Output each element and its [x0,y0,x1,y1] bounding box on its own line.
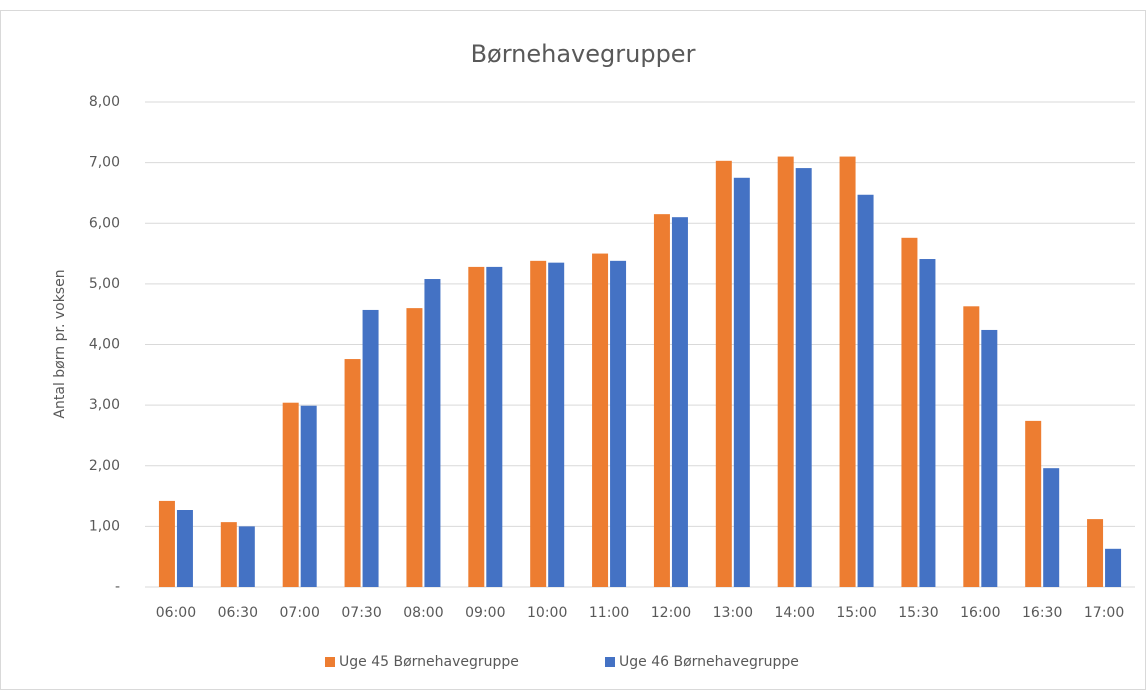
legend-label: Uge 45 Børnehavegruppe [339,654,519,670]
bar [715,160,732,587]
bar [963,306,980,587]
y-tick-label: 7,00 [89,155,120,171]
x-tick-label: 16:30 [1022,605,1062,621]
y-tick-label: 2,00 [89,458,120,474]
bar [362,309,379,587]
bar [424,279,441,587]
legend-swatch [605,657,615,667]
legend-swatch [325,657,335,667]
x-tick-label: 12:00 [651,605,691,621]
bar [857,194,874,587]
bar [1087,519,1104,587]
bar [919,259,936,587]
bar [901,237,918,588]
y-tick-label: 6,00 [89,215,120,231]
x-tick-label: 08:00 [403,605,443,621]
bar [592,253,609,587]
bar [671,217,688,587]
x-tick-label: 06:30 [218,605,258,621]
y-tick-label: - [115,579,120,595]
bar [468,266,485,587]
bar [839,156,856,587]
y-axis-label: Antal børn pr. voksen [52,269,68,418]
x-tick-label: 15:30 [898,605,938,621]
bar [1025,420,1042,587]
x-tick-label: 17:00 [1084,605,1124,621]
bar [981,329,998,587]
bar [795,168,812,588]
x-tick-label: 07:30 [341,605,381,621]
bar [530,260,547,587]
bar [238,526,255,587]
x-tick-label: 15:00 [836,605,876,621]
bar [1043,468,1060,587]
legend-label: Uge 46 Børnehavegruppe [619,654,799,670]
bar [548,262,565,587]
bar [777,156,794,587]
bar [220,522,237,587]
x-tick-label: 11:00 [589,605,629,621]
x-tick-label: 06:00 [156,605,196,621]
y-tick-label: 3,00 [89,397,120,413]
x-tick-label: 13:00 [713,605,753,621]
bar [653,214,670,587]
bar [282,402,299,587]
y-tick-label: 5,00 [89,276,120,292]
x-tick-label: 14:00 [775,605,815,621]
x-tick-label: 09:00 [465,605,505,621]
bar [610,260,627,587]
bar [158,500,175,587]
y-tick-label: 8,00 [89,94,120,110]
bar [344,359,361,587]
y-tick-label: 4,00 [89,337,120,353]
bar [486,266,503,587]
bar [406,308,423,587]
bar [733,177,750,587]
x-tick-label: 10:00 [527,605,567,621]
bar [300,405,317,587]
bar [1105,548,1122,587]
y-tick-label: 1,00 [89,518,120,534]
bar [176,510,193,587]
chart-title: Børnehavegrupper [471,40,696,68]
x-tick-label: 16:00 [960,605,1000,621]
x-tick-label: 07:00 [280,605,320,621]
